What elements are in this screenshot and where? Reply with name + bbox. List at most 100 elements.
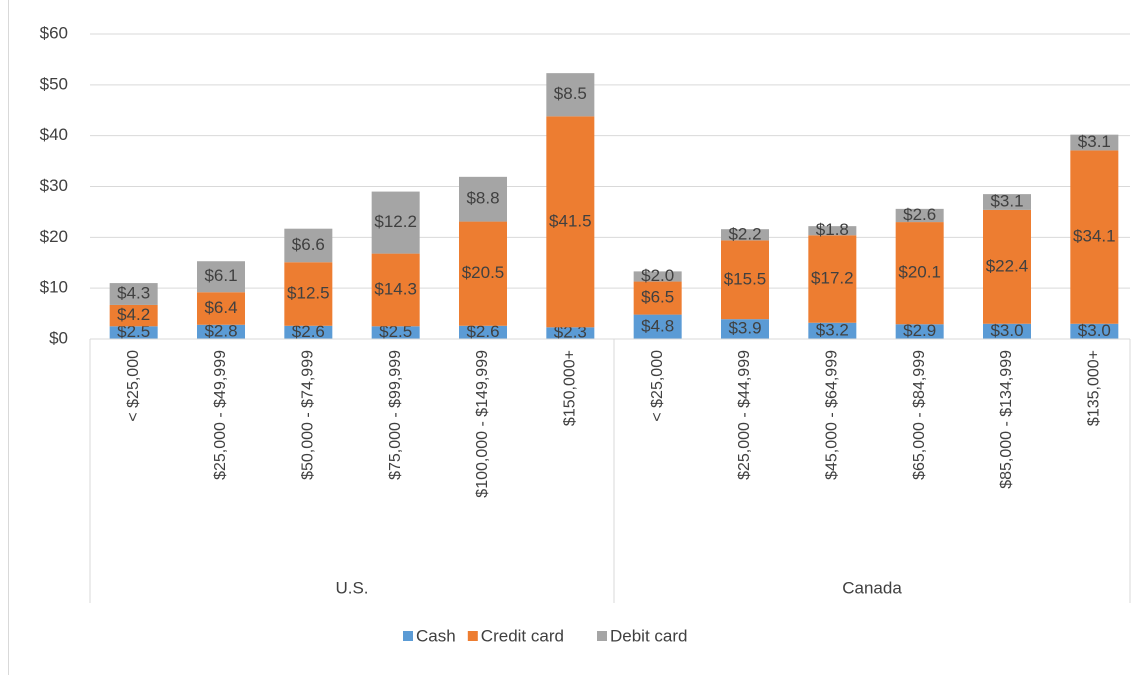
- bar-segment: [721, 319, 769, 339]
- data-label: $4.2: [117, 305, 150, 324]
- data-label: $3.0: [1078, 321, 1111, 340]
- bar-segment: [546, 116, 595, 328]
- legend-label: Debit card: [610, 626, 687, 645]
- bar-segment: [983, 323, 1031, 339]
- bar-segment: [895, 208, 944, 223]
- bar-segment: [808, 226, 857, 236]
- x-tick-label: $25,000 - $44,999: [736, 350, 753, 480]
- data-label: $17.2: [811, 269, 854, 288]
- data-label: $8.5: [554, 84, 587, 103]
- x-tick-label: $50,000 - $74,999: [300, 350, 317, 480]
- data-label: $3.1: [990, 191, 1023, 210]
- x-tick-label: $150,000+: [562, 350, 579, 426]
- data-label: $2.6: [292, 322, 325, 341]
- bar-segment: [197, 261, 245, 293]
- data-label: $20.5: [462, 263, 505, 282]
- data-label: $3.9: [728, 319, 761, 338]
- x-tick-label: $25,000 - $49,999: [212, 350, 229, 480]
- data-label: $4.3: [117, 283, 150, 302]
- group-label: U.S.: [335, 578, 368, 597]
- bar-segment: [983, 209, 1031, 324]
- legend-swatch: [467, 631, 478, 641]
- bar-segment: [721, 240, 769, 320]
- x-tick-label: $85,000 - $134,999: [998, 350, 1015, 489]
- bar-segment: [546, 327, 595, 339]
- data-label: $41.5: [549, 211, 592, 230]
- bar-segment: [459, 325, 507, 339]
- legend-swatch: [597, 631, 607, 641]
- bar-segment: [1070, 150, 1119, 324]
- data-label: $2.6: [466, 322, 499, 341]
- data-label: $6.5: [641, 288, 674, 307]
- data-label: $6.1: [204, 266, 237, 285]
- bar-segment: [546, 73, 595, 117]
- data-label: $2.9: [903, 321, 936, 340]
- data-label: $22.4: [986, 256, 1029, 275]
- data-label: $2.5: [379, 322, 412, 341]
- bar-segment: [721, 229, 769, 241]
- x-tick-label: < $25,000: [125, 350, 142, 422]
- bar-segment: [983, 194, 1031, 210]
- data-label: $4.8: [641, 316, 674, 335]
- chart-border: [8, 0, 9, 675]
- data-label: $15.5: [724, 269, 767, 288]
- bar-segment: [284, 325, 333, 339]
- data-label: $34.1: [1073, 227, 1116, 246]
- data-label: $3.2: [816, 320, 849, 339]
- bar-segment: [284, 228, 333, 263]
- y-tick-label: $10: [40, 278, 68, 297]
- bar-segment: [197, 292, 245, 325]
- bar-segment: [1070, 134, 1119, 151]
- bar-segment: [284, 262, 333, 326]
- bar-segment: [633, 281, 682, 315]
- group-label: Canada: [842, 578, 902, 597]
- data-label: $3.0: [990, 321, 1023, 340]
- data-label: $8.8: [466, 189, 499, 208]
- bar-segment: [109, 304, 158, 327]
- data-label: $2.5: [117, 322, 150, 341]
- data-label: $20.1: [898, 263, 941, 282]
- bar-segment: [808, 235, 857, 323]
- bar-segment: [808, 322, 857, 339]
- y-tick-label: $0: [49, 328, 68, 347]
- bar-segment: [895, 324, 944, 339]
- bar-segment: [895, 222, 944, 325]
- data-label: $2.6: [903, 205, 936, 224]
- bar-segment: [1070, 323, 1119, 339]
- bar-segment: [371, 326, 420, 339]
- x-tick-label: $135,000+: [1086, 350, 1103, 426]
- data-label: $1.8: [816, 220, 849, 239]
- bar-segment: [633, 314, 682, 339]
- data-label: $12.2: [374, 212, 417, 231]
- x-tick-label: < $25,000: [649, 350, 666, 422]
- bar-segment: [633, 271, 682, 282]
- data-label: $12.5: [287, 283, 330, 302]
- data-label: $2.8: [204, 321, 237, 340]
- legend-label: Cash: [416, 626, 456, 645]
- data-label: $6.6: [292, 235, 325, 254]
- data-label: $3.1: [1078, 132, 1111, 151]
- data-label: $2.2: [728, 224, 761, 243]
- x-tick-label: $45,000 - $64,999: [824, 350, 841, 480]
- x-tick-label: $75,000 - $99,999: [387, 350, 404, 480]
- data-label: $2.0: [641, 266, 674, 285]
- bar-segment: [459, 176, 507, 222]
- bar-segment: [109, 326, 158, 339]
- data-label: $6.4: [204, 298, 237, 317]
- bar-segment: [197, 324, 245, 339]
- bar-segment: [371, 253, 420, 327]
- bar-segment: [371, 191, 420, 254]
- x-tick-label: $65,000 - $84,999: [911, 350, 928, 480]
- bar-segment: [109, 283, 158, 305]
- y-tick-label: $20: [40, 227, 68, 246]
- data-label: $14.3: [374, 279, 417, 298]
- y-tick-label: $30: [40, 176, 68, 195]
- y-tick-label: $50: [40, 74, 68, 93]
- y-tick-label: $60: [40, 23, 68, 42]
- legend-swatch: [403, 631, 413, 641]
- bar-segment: [459, 221, 507, 326]
- data-label: $2.3: [554, 323, 587, 342]
- y-tick-label: $40: [40, 125, 68, 144]
